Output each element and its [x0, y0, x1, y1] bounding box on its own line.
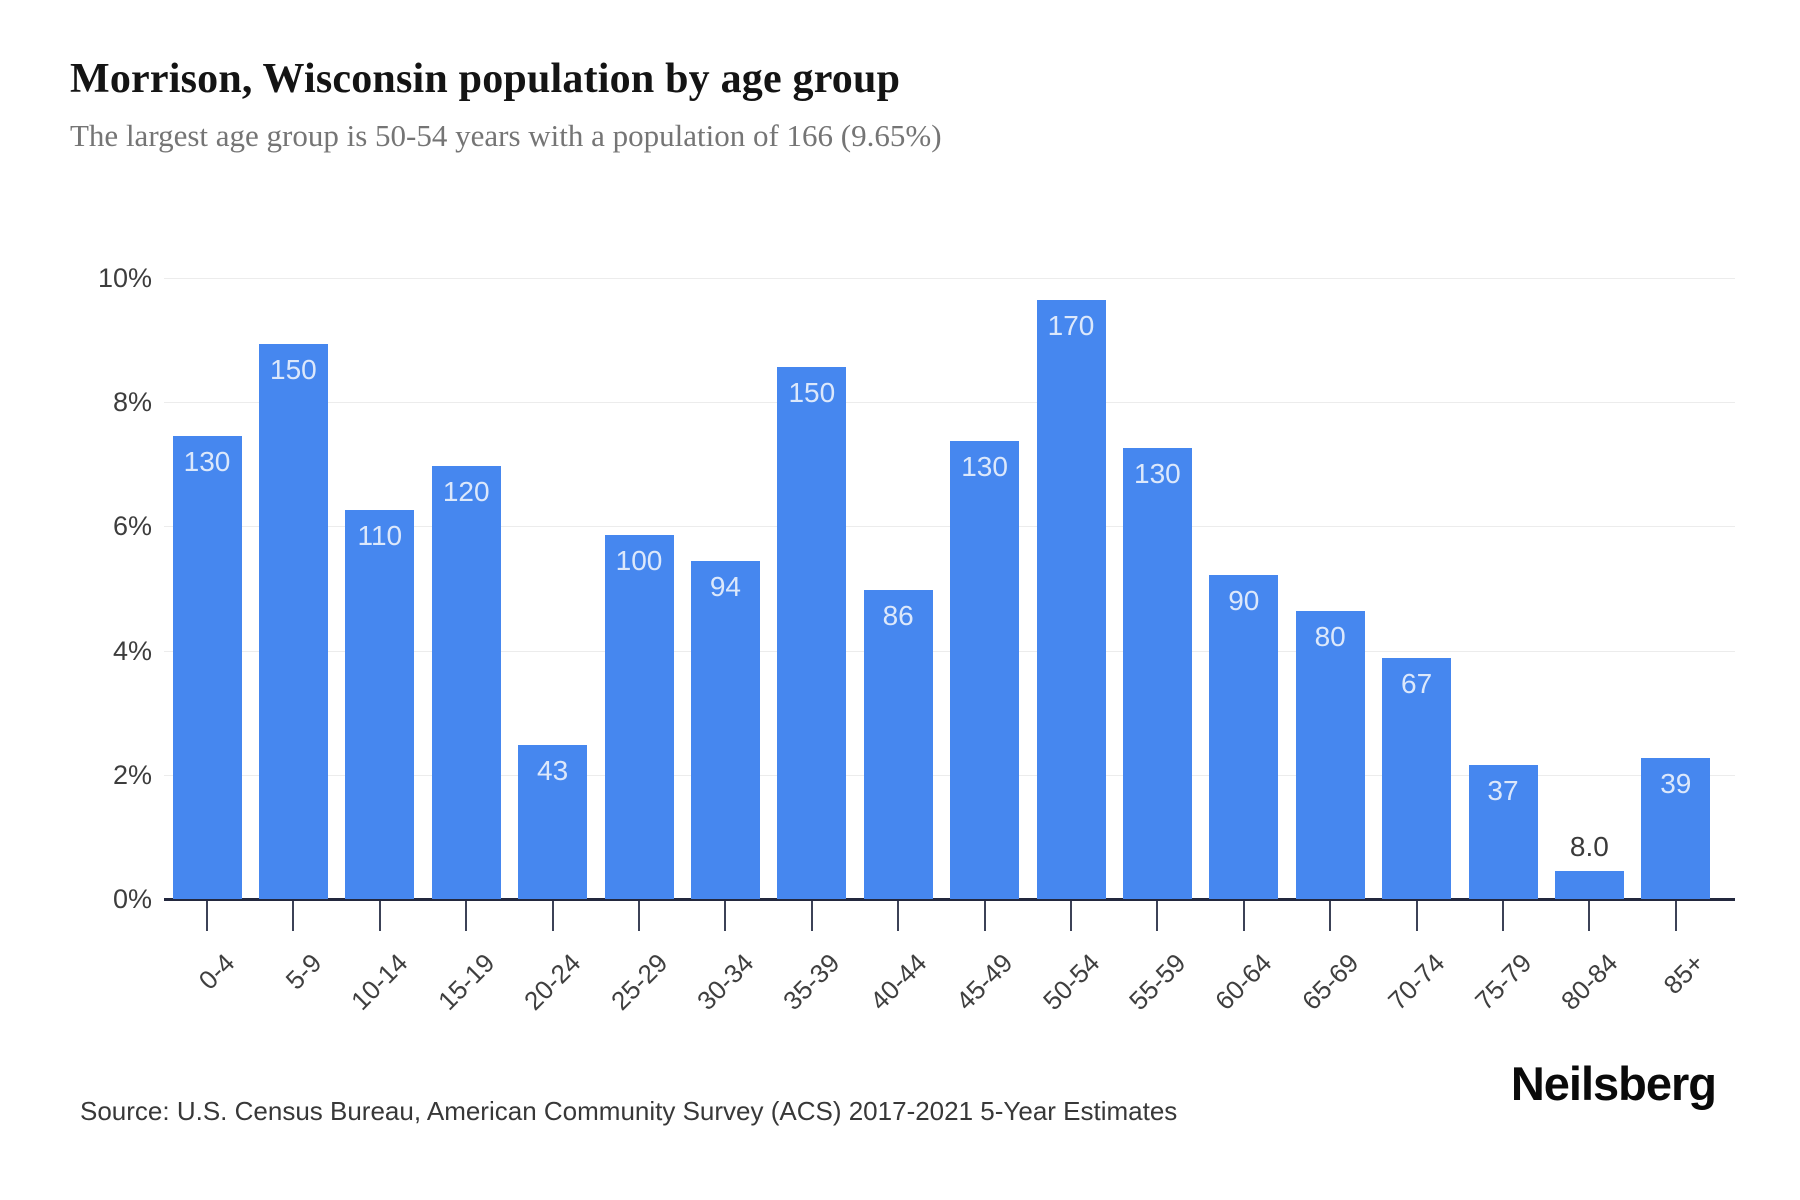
bar-value-label: 90 — [1228, 584, 1260, 616]
bar-30-34[interactable]: 94 — [690, 560, 760, 899]
x-tick-mark — [810, 901, 813, 931]
x-tick-mark — [1242, 901, 1245, 931]
bar-60-64[interactable]: 90 — [1209, 574, 1279, 899]
bar-value-label: 8.0 — [1569, 831, 1609, 863]
bar-55-59[interactable]: 130 — [1122, 447, 1192, 899]
bar-value-label: 130 — [1134, 457, 1181, 489]
bar-value-label: 100 — [615, 545, 663, 577]
x-tick-mark — [465, 901, 468, 931]
bar-25-29[interactable]: 100 — [604, 535, 674, 899]
bar-value-label: 130 — [961, 451, 1008, 483]
y-axis-label: 4% — [112, 635, 152, 666]
x-axis-label: 40-44 — [863, 947, 933, 1016]
bar-value-label: 43 — [537, 755, 569, 786]
gridline — [164, 774, 1735, 776]
plot-area: 0% 2% 4% 6% 8% 10% 130 0-4 150 5-9 110 10-14 120 15-1… — [98, 263, 1735, 1016]
x-tick-mark — [1588, 901, 1591, 931]
x-tick-mark — [292, 901, 295, 931]
x-axis-label: 20-24 — [518, 947, 587, 1016]
x-axis-label: 30-34 — [690, 947, 760, 1016]
bar-value-label: 120 — [442, 476, 490, 508]
x-tick-mark — [1415, 901, 1418, 931]
y-axis-label: 0% — [112, 884, 152, 914]
x-tick-mark — [638, 901, 640, 931]
neilsberg-logo[interactable]: Neilsberg — [1510, 1057, 1717, 1110]
bar-0-4[interactable]: 130 — [172, 436, 242, 899]
x-tick-mark — [1674, 901, 1677, 931]
bar-value-label: 39 — [1660, 768, 1692, 800]
bar-15-19[interactable]: 120 — [431, 466, 501, 899]
x-tick-mark — [378, 901, 381, 931]
bar-50-54[interactable]: 170 — [1036, 299, 1106, 899]
x-tick-mark — [983, 901, 986, 931]
bar-20-24[interactable]: 43 — [518, 745, 588, 899]
x-tick-mark — [897, 901, 900, 931]
x-tick-mark — [551, 901, 554, 931]
x-tick-mark — [1329, 901, 1332, 931]
y-axis-label: 2% — [112, 759, 152, 790]
x-axis-label: 35-39 — [777, 947, 846, 1016]
bar-value-label: 170 — [1047, 309, 1095, 341]
bar-value-label: 67 — [1401, 668, 1433, 700]
bar-10-14[interactable]: 110 — [345, 509, 415, 899]
x-axis-label: 55-59 — [1122, 947, 1192, 1016]
y-axis-label: 10% — [97, 263, 152, 293]
bar-65-69[interactable]: 80 — [1295, 611, 1365, 899]
bar-value-label: 94 — [709, 570, 741, 602]
bar-value-label: 80 — [1314, 621, 1346, 653]
x-axis-label: 0-4 — [193, 947, 241, 996]
x-axis-label: 50-54 — [1036, 947, 1105, 1016]
x-axis-label: 5-9 — [279, 947, 328, 996]
x-axis-label: 10-14 — [345, 947, 414, 1016]
bar-value-label: 86 — [882, 599, 914, 631]
gridline — [164, 650, 1735, 652]
x-axis-label: 85+ — [1657, 947, 1710, 1000]
x-tick-mark — [724, 901, 727, 931]
bar-85+[interactable]: 39 — [1641, 758, 1711, 899]
bar-value-label: 37 — [1487, 774, 1519, 806]
bar-45-49[interactable]: 130 — [950, 441, 1020, 899]
bar-70-74[interactable]: 67 — [1382, 658, 1452, 899]
x-axis-label: 65-69 — [1295, 947, 1365, 1016]
bar-75-79[interactable]: 37 — [1468, 764, 1538, 899]
bar-value-label: 130 — [183, 446, 231, 478]
x-tick-mark — [1070, 901, 1072, 931]
bar-value-label: 150 — [270, 354, 317, 386]
page-title: Morrison, Wisconsin population by age gr… — [70, 56, 901, 102]
gridline — [164, 526, 1735, 528]
bar-80-84[interactable]: 8.0 — [1554, 831, 1624, 899]
bar-value-label: 110 — [357, 519, 403, 551]
x-axis-label: 15-19 — [431, 947, 501, 1016]
chart-subtitle: The largest age group is 50-54 years wit… — [70, 118, 942, 153]
bar-35-39[interactable]: 150 — [777, 366, 847, 899]
gridline — [164, 402, 1735, 404]
x-axis-label: 75-79 — [1468, 947, 1537, 1016]
y-axis-label: 6% — [112, 511, 152, 542]
bar-40-44[interactable]: 86 — [863, 589, 933, 899]
y-axis-label: 8% — [112, 387, 152, 418]
x-axis-label: 60-64 — [1209, 947, 1278, 1016]
x-tick-mark — [1502, 901, 1504, 931]
x-axis-label: 45-49 — [950, 947, 1019, 1016]
bar-5-9[interactable]: 150 — [258, 344, 328, 899]
x-axis-line — [164, 898, 1735, 901]
x-axis-label: 25-29 — [604, 947, 673, 1016]
source-attribution: Source: U.S. Census Bureau, American Com… — [80, 1096, 1178, 1126]
x-tick-mark — [1156, 901, 1159, 931]
x-tick-mark — [206, 901, 208, 931]
x-axis-label: 70-74 — [1382, 947, 1451, 1016]
bar-value-label: 150 — [788, 376, 836, 408]
x-axis-label: 80-84 — [1554, 947, 1624, 1016]
gridline — [164, 278, 1735, 279]
